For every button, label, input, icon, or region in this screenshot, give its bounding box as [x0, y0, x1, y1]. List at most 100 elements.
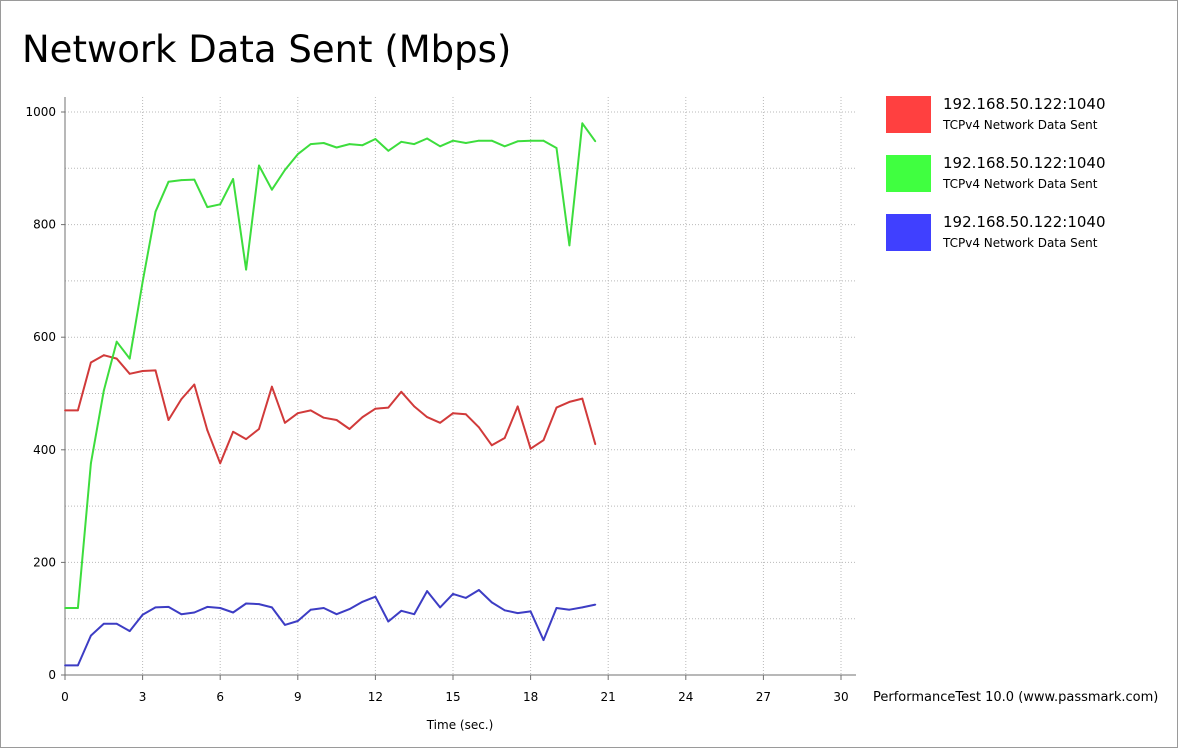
data-point-3 [490, 601, 493, 604]
data-point-2 [128, 357, 131, 360]
data-point-3 [478, 589, 480, 591]
data-point-3 [245, 602, 248, 605]
data-point-1 [258, 428, 260, 430]
data-point-2 [206, 206, 209, 209]
data-point-3 [77, 664, 79, 667]
data-point-3 [387, 620, 390, 623]
data-point-1 [503, 437, 506, 439]
data-point-1 [154, 369, 157, 372]
data-point-1 [309, 409, 312, 412]
legend-swatch [886, 96, 931, 133]
data-point-2 [400, 140, 403, 143]
legend-series-description: TCPv4 Network Data Sent [943, 118, 1098, 132]
data-point-2 [413, 143, 416, 146]
x-tick-label: 9 [294, 690, 302, 704]
data-point-2 [296, 153, 299, 156]
data-point-2 [232, 178, 235, 180]
x-tick-label: 21 [601, 690, 616, 704]
x-tick-label: 30 [833, 690, 848, 704]
data-point-1 [361, 416, 364, 418]
data-point-1 [180, 398, 183, 400]
legend-series-description: TCPv4 Network Data Sent [943, 177, 1098, 191]
data-point-2 [309, 143, 312, 146]
data-point-2 [555, 147, 558, 149]
data-point-3 [361, 600, 364, 603]
data-point-3 [374, 595, 377, 598]
data-point-2 [452, 139, 454, 142]
data-point-2 [490, 139, 493, 142]
data-point-3 [180, 613, 183, 616]
data-point-2 [335, 146, 338, 149]
data-point-3 [128, 630, 131, 632]
data-point-3 [542, 639, 545, 641]
x-tick-label: 12 [368, 690, 383, 704]
series-line-3 [65, 589, 596, 667]
x-axis-label: Time (sec.) [426, 718, 494, 732]
legend-swatch [886, 155, 931, 192]
data-point-1 [77, 409, 79, 412]
data-point-1 [529, 447, 532, 450]
data-point-2 [115, 340, 118, 343]
data-point-1 [284, 421, 286, 424]
data-point-1 [115, 357, 118, 360]
data-point-1 [167, 419, 170, 421]
data-point-1 [232, 430, 235, 433]
data-point-3 [555, 607, 558, 609]
y-tick-label: 1000 [25, 105, 56, 119]
data-point-2 [271, 188, 273, 191]
footer-credit: PerformanceTest 10.0 (www.passmark.com) [873, 690, 1159, 705]
data-point-3 [322, 607, 325, 609]
data-point-1 [193, 383, 196, 386]
data-point-3 [439, 606, 441, 609]
chart-title: Network Data Sent (Mbps) [22, 28, 512, 71]
data-point-3 [232, 611, 235, 614]
legend-series-name: 192.168.50.122:1040 [943, 213, 1106, 231]
data-point-1 [387, 406, 390, 409]
data-point-1 [426, 416, 428, 418]
data-point-3 [400, 609, 403, 612]
data-point-2 [193, 178, 196, 181]
x-tick-label: 27 [756, 690, 771, 704]
data-point-3 [348, 608, 351, 610]
x-tick-label: 3 [139, 690, 147, 704]
data-point-1 [206, 429, 209, 431]
data-point-3 [309, 608, 312, 611]
data-point-3 [167, 606, 170, 608]
data-point-1 [478, 426, 480, 429]
data-point-2 [102, 389, 105, 392]
legend-series-name: 192.168.50.122:1040 [943, 154, 1106, 172]
data-point-1 [322, 416, 325, 419]
data-point-3 [271, 606, 273, 609]
data-point-2 [387, 149, 390, 152]
data-point-3 [284, 624, 286, 626]
data-point-2 [258, 164, 260, 167]
data-point-3 [503, 609, 506, 612]
data-point-2 [516, 140, 519, 143]
data-point-1 [516, 405, 519, 408]
data-point-3 [529, 610, 532, 613]
data-point-1 [568, 401, 571, 403]
data-point-3 [581, 606, 584, 609]
data-point-1 [581, 397, 584, 400]
data-point-2 [90, 462, 92, 465]
data-point-2 [167, 180, 170, 183]
x-tick-label: 0 [61, 690, 69, 704]
data-point-1 [245, 438, 248, 440]
data-point-2 [154, 210, 157, 213]
data-point-3 [413, 613, 416, 616]
data-point-2 [77, 607, 79, 609]
data-point-2 [439, 145, 441, 148]
data-point-2 [594, 140, 597, 143]
data-point-3 [258, 603, 260, 605]
data-point-2 [64, 607, 66, 609]
data-point-1 [542, 439, 545, 442]
data-point-3 [102, 622, 105, 625]
data-point-3 [141, 613, 144, 616]
data-point-2 [374, 138, 377, 140]
data-point-1 [465, 413, 467, 416]
legend-series-description: TCPv4 Network Data Sent [943, 236, 1098, 250]
data-point-3 [335, 613, 338, 616]
data-point-2 [426, 137, 428, 140]
y-tick-label: 800 [33, 218, 56, 232]
x-tick-label: 6 [216, 690, 224, 704]
